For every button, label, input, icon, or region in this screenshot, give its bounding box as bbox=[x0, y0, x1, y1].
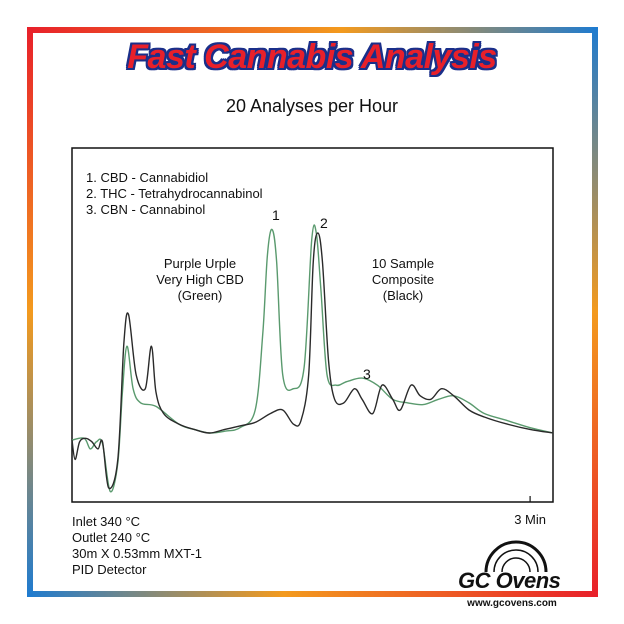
legend-item-thc: 2. THC - Tetrahydrocannabinol bbox=[86, 186, 263, 201]
legend-item-cbd: 1. CBD - Cannabidiol bbox=[86, 170, 209, 185]
series-line-black bbox=[71, 232, 554, 490]
annotation-black-line-2: Composite bbox=[371, 272, 435, 287]
condition-outlet: Outlet 240 °C bbox=[72, 530, 151, 545]
logo-oven-icon bbox=[484, 540, 548, 573]
logo-url: www.gcovens.com bbox=[467, 598, 557, 609]
annotation-green-line-1: Purple Urple bbox=[163, 256, 237, 271]
peak-label-1: 1 bbox=[272, 207, 280, 223]
condition-column: 30m X 0.53mm MXT-1 bbox=[72, 546, 203, 561]
series-line-green bbox=[71, 224, 554, 493]
logo-brand: GC Ovens bbox=[458, 568, 561, 593]
peak-label-3: 3 bbox=[363, 366, 371, 382]
annotation-green-sample: Purple Urple Very High CBD (Green) bbox=[140, 256, 260, 304]
peak-label-2: 2 bbox=[320, 215, 328, 231]
annotation-green-line-2: Very High CBD bbox=[156, 272, 244, 287]
frame-top bbox=[27, 27, 598, 33]
annotation-black-line-1: 10 Sample bbox=[371, 256, 435, 271]
frame-left bbox=[27, 27, 33, 597]
legend-item-cbn: 3. CBN - Cannabinol bbox=[86, 202, 206, 217]
plot-area-border bbox=[71, 147, 554, 503]
x-tick-label-3-min: 3 Min bbox=[514, 512, 546, 527]
page-title: Fast Cannabis Analysis bbox=[127, 38, 497, 76]
condition-detector: PID Detector bbox=[72, 562, 147, 577]
annotation-green-line-3: (Green) bbox=[177, 288, 223, 303]
frame-bottom bbox=[27, 591, 598, 597]
annotation-black-sample: 10 Sample Composite (Black) bbox=[348, 256, 458, 304]
annotation-black-line-3: (Black) bbox=[382, 288, 424, 303]
page-subtitle: 20 Analyses per Hour bbox=[225, 96, 399, 116]
condition-inlet: Inlet 340 °C bbox=[72, 514, 141, 529]
conditions-block: Inlet 340 °C Outlet 240 °C 30m X 0.53mm … bbox=[72, 514, 202, 578]
frame-right bbox=[592, 27, 598, 597]
